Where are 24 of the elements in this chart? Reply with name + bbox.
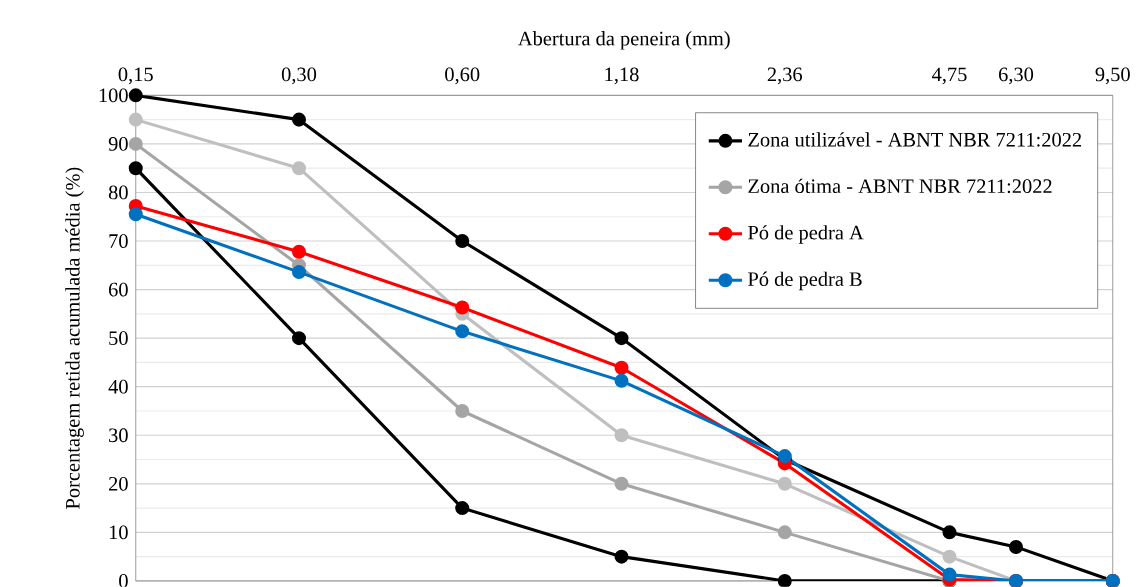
x-tick-label: 4,75 [932, 67, 967, 85]
x-tick-label: 0,15 [118, 67, 153, 85]
y-tick-label: 50 [109, 331, 128, 346]
x-tick-label: 0,30 [281, 67, 317, 85]
x-axis-title: Abertura da peneira (mm) [518, 31, 730, 50]
x-tick-label: 2,36 [767, 67, 803, 85]
y-tick-label: 20 [109, 477, 128, 491]
y-tick-label: 10 [109, 525, 128, 540]
y-tick-label: 70 [109, 234, 128, 249]
legend-label: Pó de pedra B [748, 271, 862, 291]
legend-label: Zona utilizável - ABNT NBR 7211:2022 [748, 132, 1082, 147]
x-tick-label: 0,60 [445, 67, 480, 85]
x-tick-label: 1,18 [605, 67, 639, 85]
y-tick-label: 60 [109, 282, 128, 297]
x-tick-label: 9,50 [1095, 67, 1130, 85]
y-tick-label: 90 [108, 137, 128, 151]
y-tick-label: 30 [109, 428, 128, 443]
y-axis-title: Porcentagem retida acumulada média (%) [65, 167, 84, 510]
y-tick-label: 80 [108, 185, 128, 200]
x-tick-label: 6,30 [999, 67, 1034, 85]
y-tick-label: 100 [99, 88, 128, 103]
y-tick-label: 40 [108, 379, 128, 394]
legend-label: Zona ótima - ABNT NBR 7211:2022 [748, 178, 1052, 194]
legend-label: Pó de pedra A [748, 225, 864, 244]
